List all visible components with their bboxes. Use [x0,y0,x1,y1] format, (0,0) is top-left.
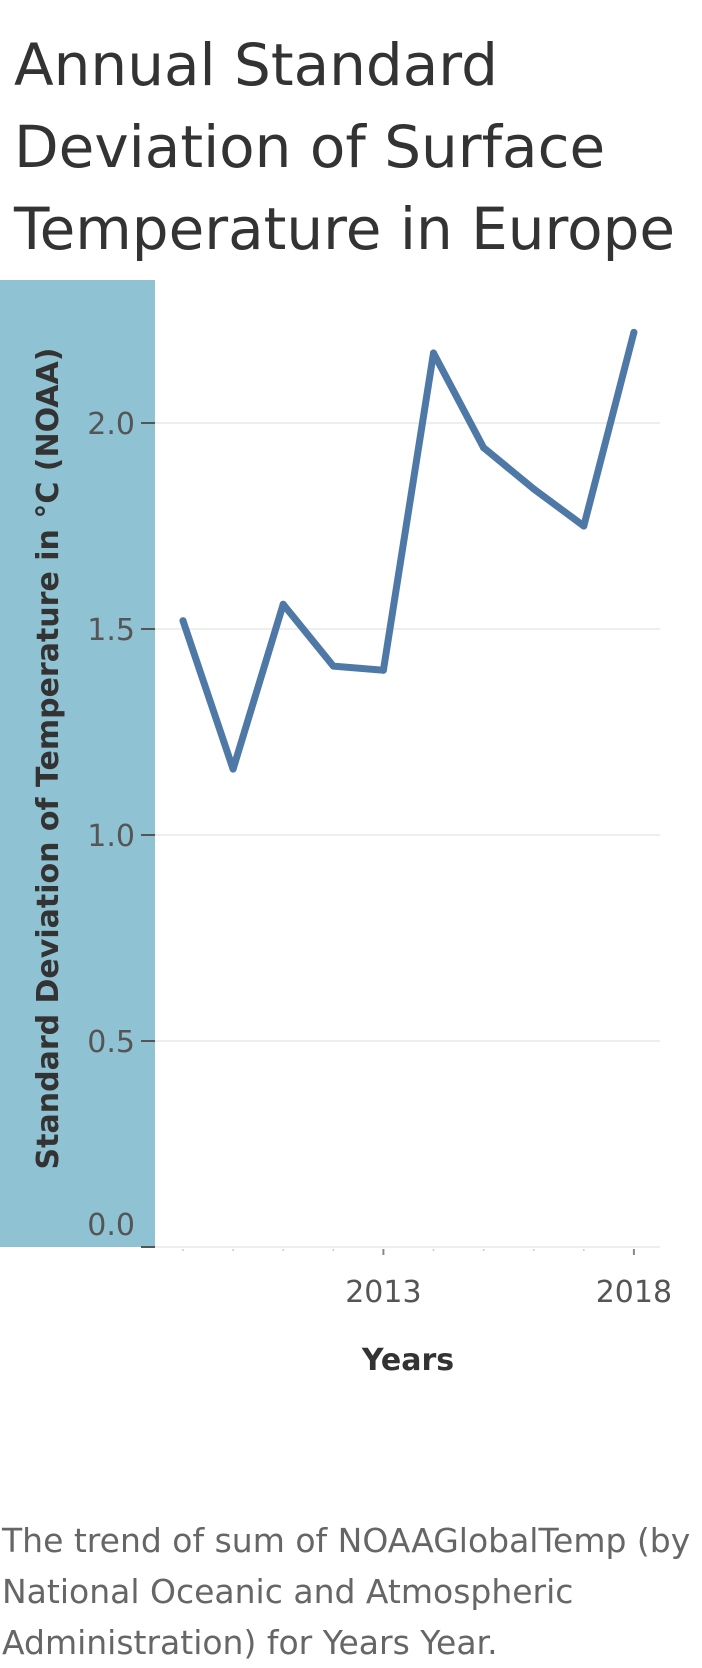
data-point [430,349,437,357]
data-point [179,617,187,625]
y-tick-label: 2.0 [87,407,135,442]
y-tick-label: 1.0 [87,819,135,854]
gridlines [155,422,660,1042]
x-tick-label: 2018 [596,1275,672,1310]
data-point [530,485,538,493]
data-point [580,522,588,530]
x-axis-title: Years [361,1343,454,1378]
x-axis: 2013 2018 [155,1246,672,1310]
y-axis-title: Standard Deviation of Temperature in °C … [31,348,66,1170]
chart-title: Annual Standard Deviation of Surface Tem… [14,31,676,263]
y-axis: 0.0 0.5 1.0 1.5 2.0 [87,407,155,1248]
x-tick-label: 2013 [345,1275,421,1310]
chart-caption: The trend of sum of NOAAGlobalTemp (by N… [2,1521,691,1662]
y-tick-label: 0.5 [87,1025,135,1060]
data-point [279,600,287,608]
line-chart: 0.0 0.5 1.0 1.5 2.0 2013 2018 Standard Deviat… [0,280,672,1378]
data-point [630,328,638,336]
series-layer [179,328,638,773]
series-line [179,328,638,773]
data-point [379,666,387,674]
data-point [329,662,337,670]
data-point [229,765,237,773]
data-point [480,444,488,452]
y-tick-label: 1.5 [87,613,135,648]
y-axis-band [0,280,155,1247]
y-tick-label: 0.0 [87,1208,135,1243]
